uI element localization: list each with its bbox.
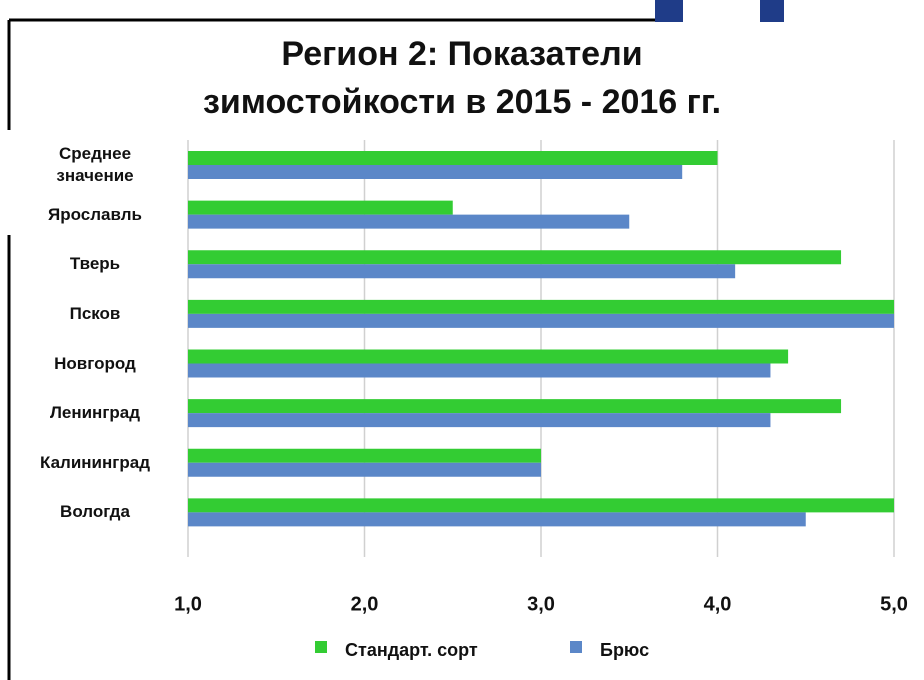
y-tick-label: Ярославль	[48, 204, 142, 224]
bar	[188, 151, 718, 165]
bar	[188, 413, 771, 428]
bar	[188, 299, 894, 314]
bar	[188, 363, 771, 378]
decor	[760, 0, 784, 22]
bar	[188, 250, 842, 265]
bar	[188, 200, 453, 215]
legend-label: Стандарт. сорт	[345, 640, 478, 660]
chart-title: Регион 2: Показатели	[281, 35, 642, 73]
bar	[188, 462, 541, 477]
bar	[188, 448, 541, 463]
chart-title: зимостойкости в 2015 - 2016 гг.	[203, 83, 721, 121]
y-tick-label: Среднее значение	[56, 144, 134, 185]
y-tick-label: Новгород	[54, 353, 136, 373]
y-tick-label: Ленинград	[49, 403, 141, 423]
bar	[188, 498, 894, 513]
bar	[188, 512, 806, 527]
bar	[188, 214, 630, 229]
y-tick-label: Вологда	[60, 502, 130, 522]
legend-label: Брюс	[600, 640, 649, 660]
legend-swatch	[570, 641, 582, 653]
y-tick-label: Псков	[69, 303, 121, 323]
bar	[188, 313, 894, 328]
x-tick-label: 4,0	[704, 593, 732, 615]
x-tick-label: 3,0	[527, 593, 555, 615]
bar	[188, 399, 842, 414]
x-tick-label: 2,0	[351, 593, 379, 615]
y-tick-label: Тверь	[69, 254, 121, 274]
decor	[655, 0, 683, 22]
bar	[188, 165, 683, 179]
bar	[188, 264, 736, 279]
legend-swatch	[315, 641, 327, 653]
x-tick-label: 1,0	[174, 593, 202, 615]
y-tick-label: Калининград	[40, 452, 150, 472]
x-tick-label: 5,0	[880, 593, 908, 615]
bar	[188, 349, 789, 364]
